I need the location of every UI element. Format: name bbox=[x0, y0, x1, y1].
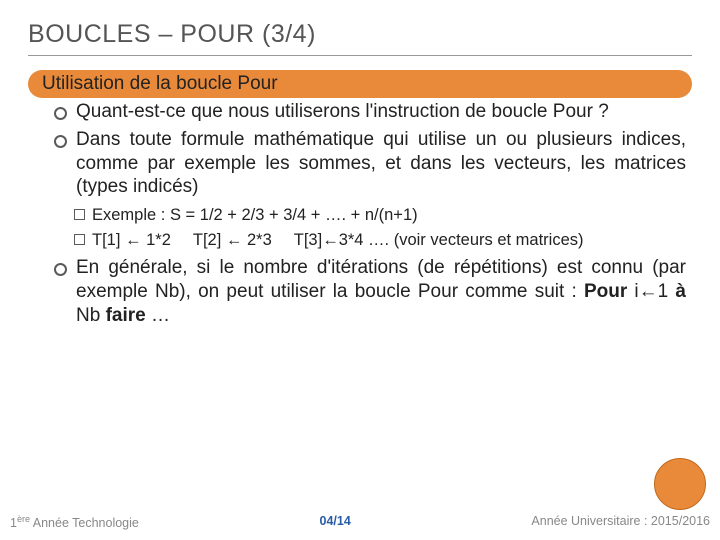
sub1-label: Exemple : bbox=[92, 206, 170, 224]
section-header-text: Utilisation de la boucle Pour bbox=[42, 73, 278, 94]
sub-bullet-2: T[1] ← 1*2T[2] ← 2*3T[3]←3*4 …. (voir ve… bbox=[76, 230, 686, 251]
sub2-a: T[1] bbox=[92, 231, 125, 249]
decorative-circle bbox=[654, 458, 706, 510]
sub2-f: 3*4 bbox=[339, 231, 364, 249]
b3-kw3: faire bbox=[106, 305, 146, 326]
arrow-icon: ← bbox=[125, 231, 142, 249]
sub2-tail: …. (voir vecteurs et matrices) bbox=[363, 231, 583, 249]
b3-mid3: Nb bbox=[76, 305, 106, 326]
bullet-1-text: Quant-est-ce que nous utiliserons l'inst… bbox=[76, 101, 609, 122]
footer-sup-text: ère bbox=[17, 514, 30, 524]
sub2-e: T[3] bbox=[294, 231, 322, 249]
footer-right: Année Universitaire : 2015/2016 bbox=[531, 514, 710, 530]
footer-left-rest: Année Technologie bbox=[30, 516, 139, 530]
title-b: B bbox=[28, 20, 45, 48]
sub1-rest: S = 1/2 + 2/3 + 3/4 + …. + n/(n+1) bbox=[170, 206, 418, 224]
sub2-b: 1*2 bbox=[142, 231, 171, 249]
b3-end: … bbox=[146, 305, 170, 326]
b3-kw2: à bbox=[675, 281, 686, 302]
footer-center: 04/14 bbox=[320, 514, 351, 530]
bullet-3: En générale, si le nombre d'itérations (… bbox=[58, 256, 686, 327]
bullet-2: Dans toute formule mathématique qui util… bbox=[58, 128, 686, 199]
bullet-2-text: Dans toute formule mathématique qui util… bbox=[76, 129, 686, 198]
slide-title: BOUCLES – POUR (3/4) bbox=[28, 20, 692, 56]
title-p: P bbox=[180, 20, 197, 48]
title-our: OUR bbox=[197, 20, 254, 48]
footer-left: 1ère Année Technologie bbox=[10, 514, 139, 530]
footer-left-sup: 1ère bbox=[10, 516, 30, 530]
bullet-list-level1b: En générale, si le nombre d'itérations (… bbox=[38, 256, 686, 327]
bullet-list-level1: Quant-est-ce que nous utiliserons l'inst… bbox=[38, 100, 686, 199]
slide-container: BOUCLES – POUR (3/4) Utilisation de la b… bbox=[0, 0, 720, 540]
sub2-c: T[2] bbox=[193, 231, 226, 249]
bullet-list-level2: Exemple : S = 1/2 + 2/3 + 3/4 + …. + n/(… bbox=[38, 205, 686, 250]
title-dash: – bbox=[151, 20, 180, 48]
bullet-1: Quant-est-ce que nous utiliserons l'inst… bbox=[58, 100, 686, 124]
content-area: Quant-est-ce que nous utiliserons l'inst… bbox=[28, 98, 692, 328]
footer: 1ère Année Technologie 04/14 Année Unive… bbox=[0, 514, 720, 530]
arrow-icon: ← bbox=[322, 231, 339, 249]
title-suffix: (3/4) bbox=[255, 20, 316, 48]
arrow-icon: ← bbox=[639, 281, 658, 302]
title-oucles: OUCLES bbox=[45, 20, 151, 48]
section-header-bar: Utilisation de la boucle Pour bbox=[28, 70, 692, 98]
sub-bullet-1: Exemple : S = 1/2 + 2/3 + 3/4 + …. + n/(… bbox=[76, 205, 686, 226]
arrow-icon: ← bbox=[226, 231, 243, 249]
b3-mid1: i bbox=[627, 281, 638, 302]
b3-kw1: Pour bbox=[584, 281, 627, 302]
sub2-d: 2*3 bbox=[242, 231, 271, 249]
b3-mid2: 1 bbox=[658, 281, 676, 302]
